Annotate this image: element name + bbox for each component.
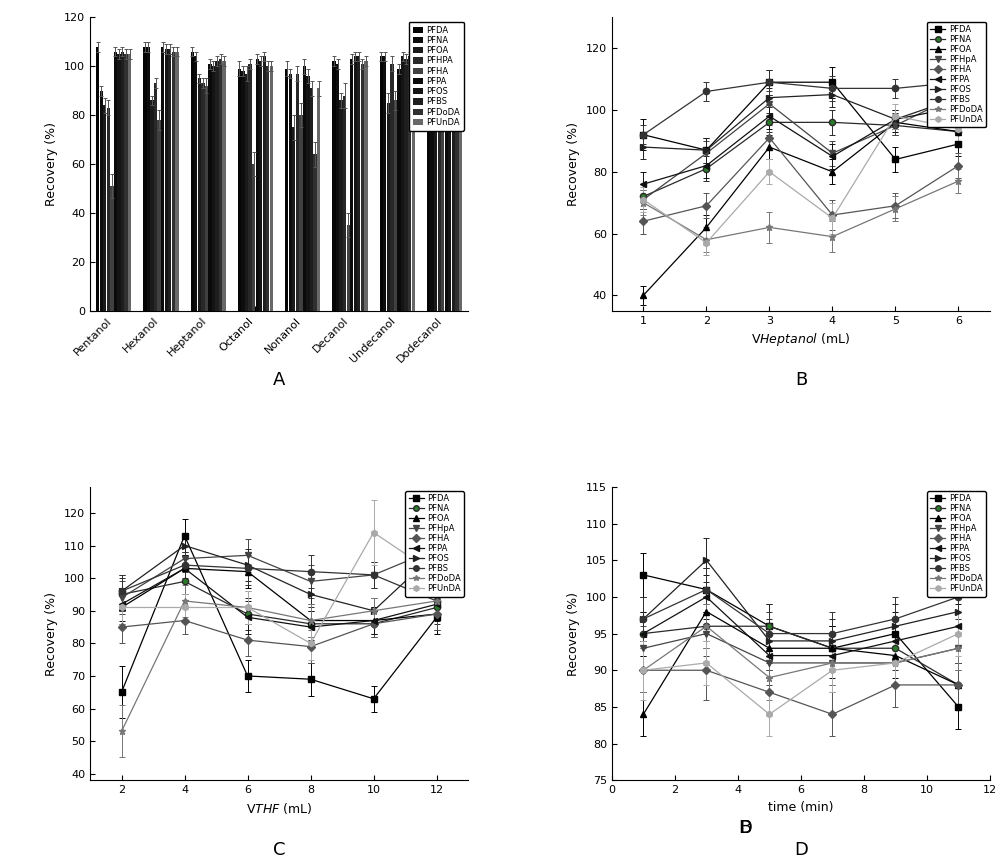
Bar (452, 79, 455, 310)
Bar (343, 95, 346, 310)
Bar (100, 91, 103, 310)
Bar (110, 186, 114, 310)
Text: C: C (273, 841, 285, 859)
X-axis label: V$\it{THF}$ (mL): V$\it{THF}$ (mL) (246, 801, 312, 816)
Bar (317, 88, 320, 310)
Bar (205, 86, 208, 310)
Bar (252, 164, 255, 310)
Bar (441, 86, 444, 310)
Bar (350, 59, 353, 310)
Bar (347, 225, 350, 310)
Bar (434, 108, 437, 310)
Bar (222, 62, 226, 310)
Bar (208, 64, 212, 310)
Bar (361, 64, 364, 310)
Bar (390, 64, 394, 310)
Bar (299, 115, 303, 310)
Bar (212, 66, 215, 310)
Legend: PFDA, PFNA, PFOA, PFHPA, PFHA, PFPA, PFOS, PFBS, PFDoDA, PFUnDA: PFDA, PFNA, PFOA, PFHPA, PFHA, PFPA, PFO… (409, 22, 464, 131)
Bar (124, 54, 128, 310)
Y-axis label: Recovery (%): Recovery (%) (45, 591, 58, 675)
Bar (219, 59, 222, 310)
Bar (332, 62, 336, 310)
Bar (448, 74, 451, 310)
Bar (430, 106, 434, 310)
Bar (306, 76, 310, 310)
Text: B: B (739, 819, 751, 837)
Bar (259, 62, 262, 310)
Bar (147, 47, 150, 310)
Bar (438, 81, 441, 310)
Bar (427, 103, 430, 310)
Bar (394, 101, 397, 310)
Bar (357, 56, 360, 310)
Bar (117, 54, 121, 310)
Bar (194, 56, 197, 310)
X-axis label: V$\it{Heptanol}$ (mL): V$\it{Heptanol}$ (mL) (751, 331, 850, 349)
Bar (241, 71, 245, 310)
Bar (397, 68, 401, 310)
Bar (161, 47, 164, 310)
Bar (256, 59, 259, 310)
Y-axis label: Recovery (%): Recovery (%) (567, 122, 580, 206)
Legend: PFDA, PFNA, PFOA, PFHpA, PFHA, PFPA, PFOS, PFBS, PFDoDA, PFUnDA: PFDA, PFNA, PFOA, PFHpA, PFHA, PFPA, PFO… (927, 491, 986, 596)
Y-axis label: Recovery (%): Recovery (%) (567, 591, 580, 675)
Bar (387, 103, 390, 310)
Bar (248, 64, 252, 310)
Bar (266, 66, 269, 310)
Bar (270, 66, 273, 310)
Bar (198, 79, 201, 310)
Bar (408, 56, 411, 310)
Bar (96, 47, 99, 310)
Bar (289, 74, 292, 310)
X-axis label: time (min): time (min) (768, 801, 834, 814)
Y-axis label: Recovery (%): Recovery (%) (45, 122, 58, 206)
Bar (459, 81, 462, 310)
Bar (128, 54, 131, 310)
Text: D: D (794, 841, 808, 859)
Bar (245, 74, 248, 310)
Bar (285, 68, 288, 310)
Bar (121, 51, 124, 310)
Bar (336, 64, 339, 310)
Bar (296, 74, 299, 310)
Bar (401, 56, 404, 310)
Bar (157, 120, 161, 310)
Bar (143, 47, 147, 310)
Bar (175, 51, 179, 310)
Bar (445, 76, 448, 310)
Bar (455, 103, 459, 310)
Bar (114, 51, 117, 310)
Bar (412, 59, 415, 310)
Legend: PFDA, PFNA, PFOA, PFHpA, PFHA, PFPA, PFOS, PFBS, PFDoDA, PFUnDA: PFDA, PFNA, PFOA, PFHpA, PFHA, PFPA, PFO… (927, 22, 986, 127)
Bar (103, 106, 106, 310)
Bar (383, 56, 386, 310)
Legend: PFDA, PFNA, PFOA, PFHpA, PFHA, PFPA, PFOS, PFBS, PFDoDA, PFUnDA: PFDA, PFNA, PFOA, PFHpA, PFHA, PFPA, PFO… (405, 491, 464, 596)
Bar (191, 51, 194, 310)
Bar (292, 127, 295, 310)
Text: A: A (273, 371, 285, 389)
Bar (238, 68, 241, 310)
Bar (313, 154, 317, 310)
Bar (310, 88, 313, 310)
Bar (165, 49, 168, 310)
Bar (215, 62, 219, 310)
Text: B: B (795, 371, 807, 389)
Bar (172, 51, 175, 310)
Bar (364, 62, 368, 310)
Bar (150, 101, 154, 310)
Bar (263, 56, 266, 310)
Bar (354, 56, 357, 310)
Bar (380, 56, 383, 310)
Bar (201, 83, 205, 310)
Bar (168, 49, 171, 310)
Bar (154, 83, 157, 310)
Bar (303, 66, 306, 310)
Text: D: D (738, 819, 752, 837)
Bar (107, 108, 110, 310)
Bar (404, 59, 408, 310)
Bar (339, 101, 343, 310)
